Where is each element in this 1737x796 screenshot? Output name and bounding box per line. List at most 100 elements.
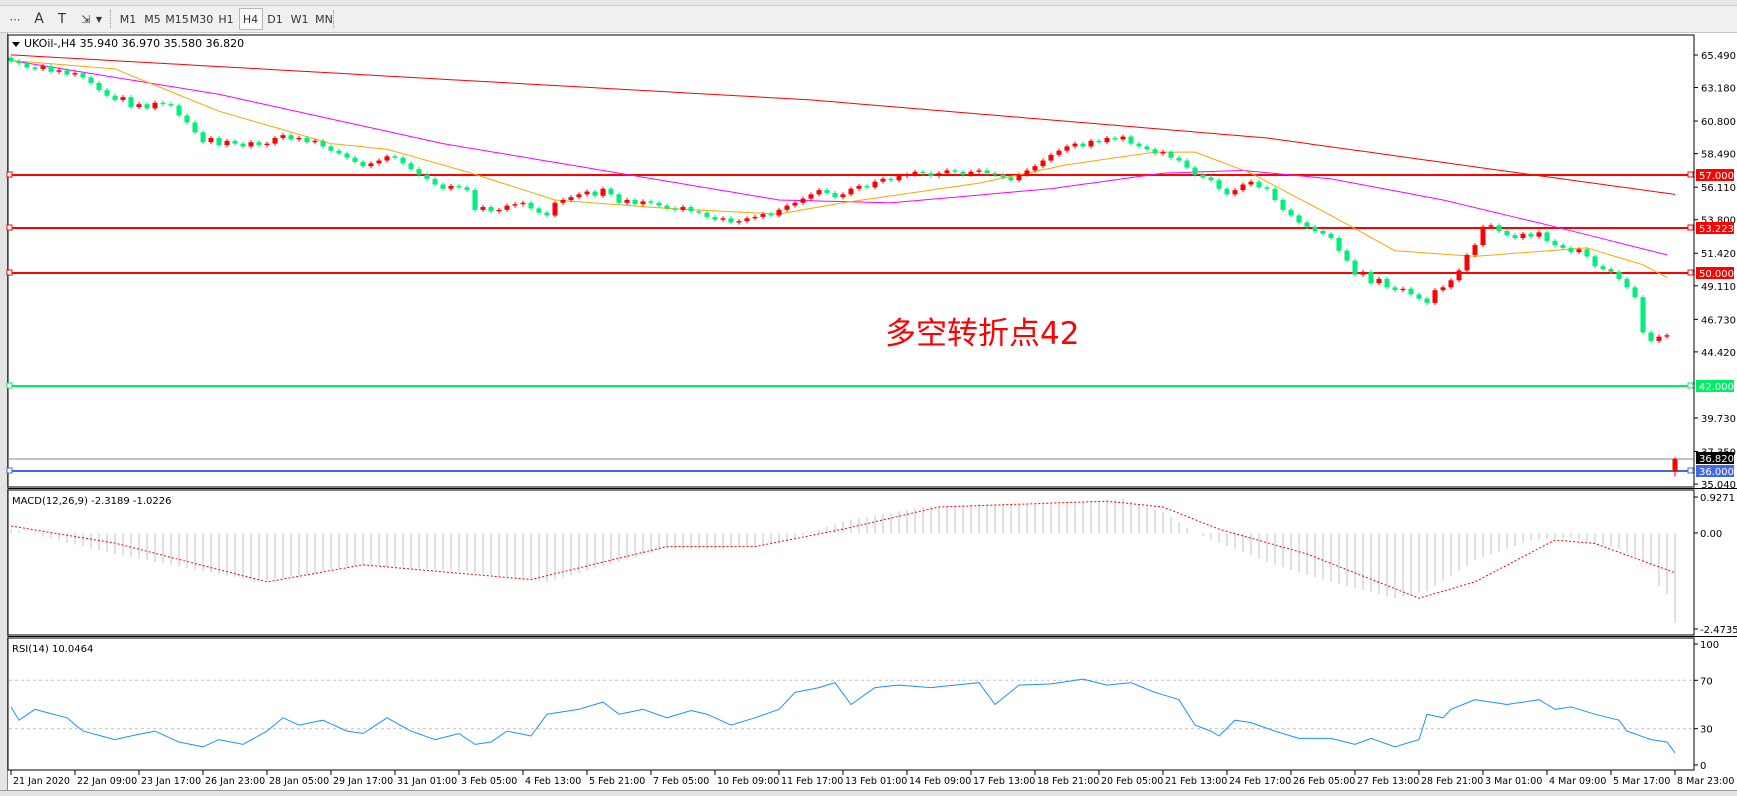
candle <box>544 210 550 218</box>
line-handle[interactable] <box>1687 269 1694 276</box>
candle <box>1480 224 1486 248</box>
candle <box>1416 292 1422 301</box>
candle <box>872 179 878 190</box>
candle <box>1336 235 1342 253</box>
candle <box>24 61 30 70</box>
candle-body <box>808 194 814 199</box>
line-handle[interactable] <box>1687 382 1694 389</box>
grid-f-icon[interactable]: ⋯ <box>9 12 21 26</box>
timeframe-w1-button[interactable]: W1 <box>290 12 309 26</box>
candle <box>776 207 782 218</box>
candle-body <box>1064 146 1070 151</box>
candle-body <box>1096 140 1102 143</box>
candle-body <box>368 163 374 167</box>
candle <box>1464 252 1470 273</box>
macd-title: MACD(12,26,9) -2.3189 -1.0226 <box>12 496 172 507</box>
candle-body <box>920 171 926 174</box>
toolbar-separator <box>110 10 113 28</box>
candle <box>1576 247 1582 255</box>
candle <box>1016 172 1022 183</box>
candle <box>1168 149 1174 160</box>
line-handle[interactable] <box>1687 467 1694 474</box>
candle <box>16 58 22 66</box>
candle-body <box>632 199 638 205</box>
candle <box>1608 266 1614 274</box>
text-icon[interactable]: A <box>34 11 44 27</box>
candle <box>808 192 814 201</box>
rsi-axis-label: 0 <box>1700 761 1706 772</box>
candle <box>448 183 454 191</box>
candle-body <box>184 115 190 123</box>
candle-body <box>752 216 758 219</box>
candle <box>816 188 822 197</box>
line-price-label-bg <box>1696 380 1734 392</box>
timeframe-m15-button[interactable]: M15 <box>165 12 189 26</box>
chevron-down-icon[interactable]: ▼ <box>95 14 103 24</box>
candle <box>704 210 710 220</box>
candle-body <box>456 185 462 188</box>
line-handle[interactable] <box>6 467 13 474</box>
candle-body <box>872 181 878 188</box>
candle-body <box>592 191 598 196</box>
candle <box>792 200 798 208</box>
candle-body <box>416 168 422 175</box>
candle-body <box>432 178 438 185</box>
candle <box>208 135 214 145</box>
time-axis-label: 13 Feb 01:00 <box>845 776 907 787</box>
candle-body <box>304 137 310 143</box>
line-handle[interactable] <box>1687 171 1694 178</box>
candle <box>1232 188 1238 197</box>
timeframe-mn-button[interactable]: MN <box>315 12 333 26</box>
candle-body <box>896 176 902 181</box>
line-handle[interactable] <box>6 171 13 178</box>
candle-body <box>1336 238 1342 251</box>
timeframe-m5-button[interactable]: M5 <box>144 12 161 26</box>
line-handle[interactable] <box>6 269 13 276</box>
candle <box>680 204 686 212</box>
candle <box>1280 197 1286 212</box>
timeframe-m30-button[interactable]: M30 <box>189 12 214 26</box>
candle <box>1264 185 1270 191</box>
line-price-label: 50.000 <box>1699 269 1734 280</box>
candle-body <box>1440 287 1446 291</box>
line-handle[interactable] <box>6 224 13 231</box>
candle-body <box>120 97 126 100</box>
candle-body <box>1040 160 1046 167</box>
arrows-icon[interactable]: ⇲ <box>81 12 91 26</box>
candle-body <box>888 178 894 181</box>
candle <box>408 161 414 172</box>
line-handle[interactable] <box>1687 224 1694 231</box>
candle-body <box>1344 250 1350 261</box>
candle <box>496 207 502 214</box>
price-axis-label: 49.110 <box>1701 282 1736 293</box>
candle <box>328 144 334 153</box>
timeframe-h4-button[interactable]: H4 <box>238 8 263 30</box>
timeframe-h1-button[interactable]: H1 <box>218 12 234 26</box>
candle <box>968 169 974 177</box>
candle-body <box>1160 152 1166 154</box>
time-axis-label: 28 Feb 21:00 <box>1421 776 1483 787</box>
candle <box>1408 286 1414 297</box>
text-label-icon[interactable]: T <box>58 11 66 27</box>
candle-body <box>488 207 494 212</box>
candle <box>432 176 438 187</box>
timeframe-m1-button[interactable]: M1 <box>119 12 137 26</box>
candle <box>392 154 398 160</box>
candle-body <box>80 73 86 78</box>
line-price-label: 57.000 <box>1699 171 1734 182</box>
chart-header: UKOil-,H4 35.940 36.970 35.580 36.820 <box>24 37 244 50</box>
candle-body <box>1200 174 1206 178</box>
annotation-text[interactable]: 多空转折点42 <box>885 316 1079 352</box>
timeframe-d1-button[interactable]: D1 <box>267 12 283 26</box>
candle <box>424 172 430 181</box>
candle <box>1648 330 1654 343</box>
header-dropdown-icon[interactable] <box>12 42 20 47</box>
line-handle[interactable] <box>6 382 13 389</box>
candle <box>1112 135 1118 142</box>
candle <box>280 133 286 141</box>
candle-body <box>288 135 294 140</box>
candle-body <box>1456 270 1462 281</box>
time-axis-label: 3 Mar 01:00 <box>1485 776 1542 787</box>
candle-body <box>792 202 798 206</box>
